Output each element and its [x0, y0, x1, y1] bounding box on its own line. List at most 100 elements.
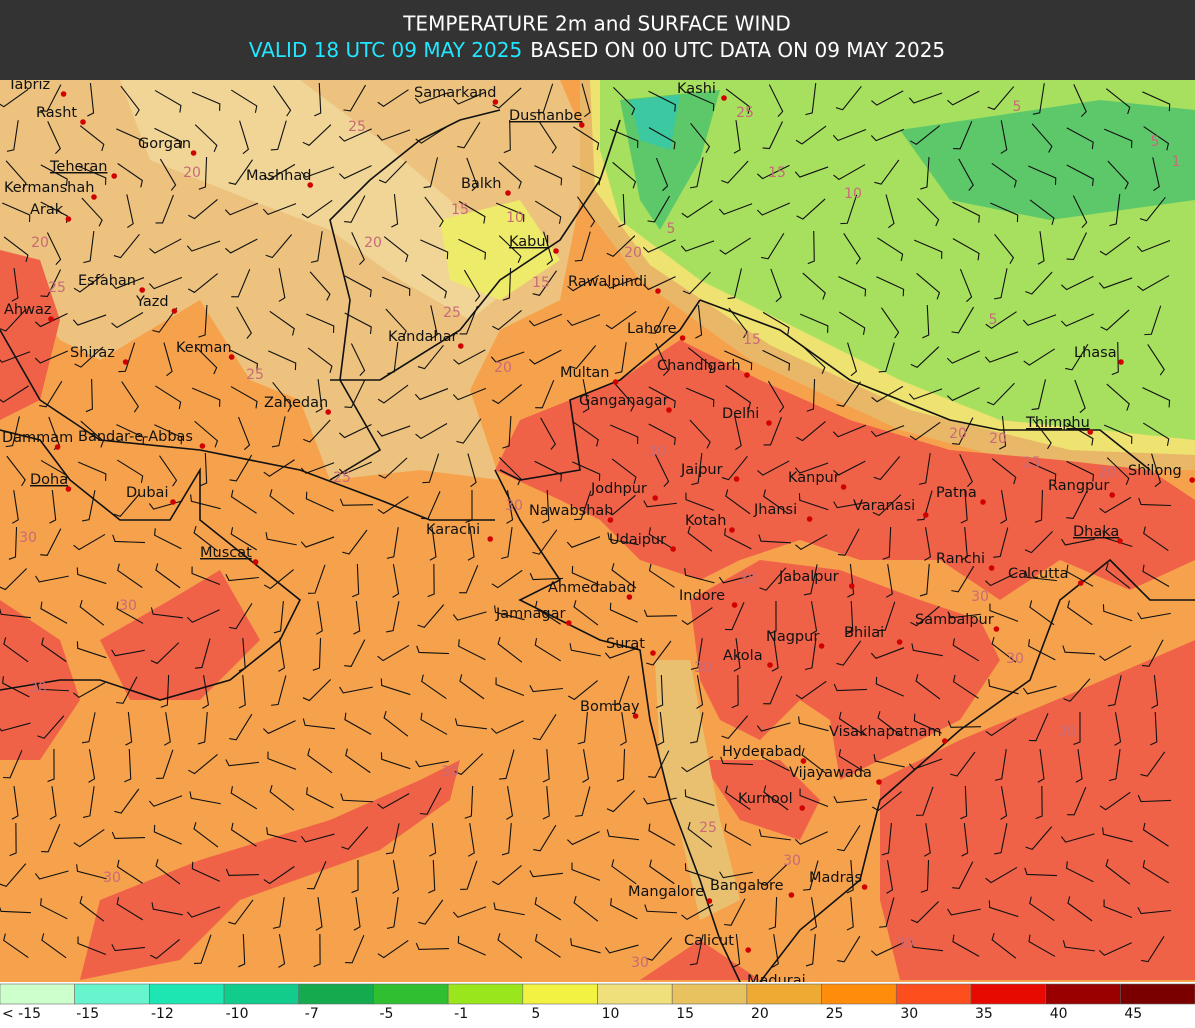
- wind-barb: [307, 347, 333, 373]
- wind-barb: [420, 712, 448, 735]
- wind-barb: [725, 385, 751, 410]
- wind-barb: [154, 528, 182, 550]
- wind-barb: [543, 231, 554, 266]
- wind-barb: [341, 826, 369, 850]
- wind-barb: [874, 159, 900, 185]
- wind-barb: [654, 454, 670, 487]
- city-name: Mashhad: [246, 168, 311, 184]
- colorbar-label: 25: [826, 1006, 844, 1022]
- wind-barb: [76, 641, 107, 659]
- wind-barb: [960, 527, 968, 561]
- city-name: Rawalpindi: [568, 274, 647, 290]
- wind-barb: [681, 200, 713, 218]
- contour-label: 30: [648, 444, 666, 460]
- wind-barb: [49, 490, 57, 524]
- wind-barb: [952, 417, 974, 445]
- city-name: Gorgan: [138, 136, 191, 152]
- wind-barb: [117, 563, 143, 589]
- wind-barb: [870, 425, 905, 438]
- wind-barb: [911, 643, 943, 657]
- wind-barb: [573, 421, 599, 447]
- wind-barb: [681, 607, 713, 626]
- wind-barb: [1142, 860, 1170, 884]
- city-name: Dubai: [126, 485, 168, 501]
- city-name: Doha: [30, 472, 68, 488]
- wind-barb: [11, 786, 19, 820]
- wind-barb: [1099, 496, 1132, 514]
- wind-barb: [959, 268, 973, 303]
- wind-barb: [72, 314, 107, 326]
- wind-barb: [116, 676, 138, 704]
- contour-label: 30: [1006, 651, 1024, 667]
- wind-barb: [696, 675, 704, 709]
- wind-barb: [1063, 678, 1091, 702]
- wind-barb: [428, 859, 436, 894]
- contour-label: 25: [246, 367, 264, 383]
- wind-barb: [339, 686, 373, 694]
- colorbar-swatch: [0, 983, 75, 1005]
- contour-label: 20: [364, 235, 382, 251]
- colorbar-label: -12: [151, 1006, 174, 1022]
- wind-barb: [680, 240, 715, 252]
- wind-barb: [3, 750, 23, 779]
- wind-barb: [763, 785, 789, 811]
- wind-barb: [810, 601, 818, 635]
- wind-barb: [908, 388, 943, 400]
- wind-barb: [763, 675, 783, 705]
- city-name: Kashi: [677, 81, 716, 97]
- wind-barb: [310, 231, 323, 263]
- wind-barb: [1000, 786, 1008, 820]
- wind-barb: [877, 237, 904, 262]
- city-dot: [923, 512, 929, 518]
- wind-barb: [758, 829, 791, 841]
- wind-barb: [495, 202, 525, 222]
- wind-barb: [272, 897, 285, 929]
- wind-barb: [40, 164, 68, 187]
- wind-barb: [1066, 564, 1094, 587]
- wind-barb: [421, 674, 447, 700]
- wind-barb: [762, 750, 790, 772]
- wind-barb: [224, 202, 259, 216]
- wind-barb: [300, 833, 335, 843]
- wind-barb: [685, 387, 715, 407]
- wind-barb: [269, 784, 295, 811]
- wind-barb: [1103, 899, 1133, 919]
- wind-barb: [649, 859, 675, 885]
- wind-barb: [498, 235, 522, 264]
- wind-barb: [687, 821, 713, 848]
- wind-barb: [11, 268, 19, 302]
- wind-barb: [689, 157, 704, 189]
- wind-barb: [344, 312, 372, 335]
- wind-barb: [536, 83, 554, 114]
- wind-barb: [684, 568, 715, 584]
- wind-barb: [725, 489, 751, 515]
- wind-barb: [582, 379, 590, 413]
- wind-barb: [160, 674, 170, 708]
- wind-barb: [0, 568, 28, 591]
- wind-barb: [353, 601, 361, 635]
- wind-barb: [269, 489, 295, 515]
- wind-barb: [805, 934, 816, 967]
- wind-barb: [838, 276, 867, 297]
- wind-barb: [377, 384, 409, 404]
- contour-label: 30: [631, 955, 649, 971]
- wind-barb: [581, 83, 591, 118]
- wind-barb: [682, 271, 711, 295]
- wind-barb: [303, 419, 331, 443]
- wind-barb: [908, 92, 943, 104]
- contour-label: 20: [183, 165, 201, 181]
- wind-barb: [528, 313, 563, 327]
- colorbar-label: 35: [975, 1006, 993, 1022]
- city-name: Rangpur: [1048, 478, 1109, 494]
- wind-barb: [11, 490, 19, 524]
- wind-barb: [611, 458, 637, 484]
- wind-barb: [40, 269, 62, 298]
- wind-barb: [1032, 83, 1045, 115]
- wind-barb: [847, 342, 858, 377]
- city-dot: [228, 354, 235, 360]
- wind-barb: [278, 638, 286, 672]
- city-dot: [65, 486, 72, 492]
- city-name: Vijayawada: [789, 765, 872, 781]
- wind-barb: [1099, 645, 1132, 661]
- wind-barb: [5, 416, 20, 448]
